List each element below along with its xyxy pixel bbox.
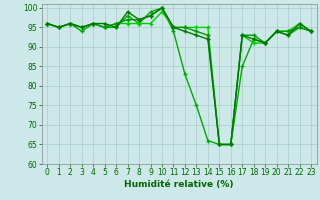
- X-axis label: Humidité relative (%): Humidité relative (%): [124, 180, 234, 189]
